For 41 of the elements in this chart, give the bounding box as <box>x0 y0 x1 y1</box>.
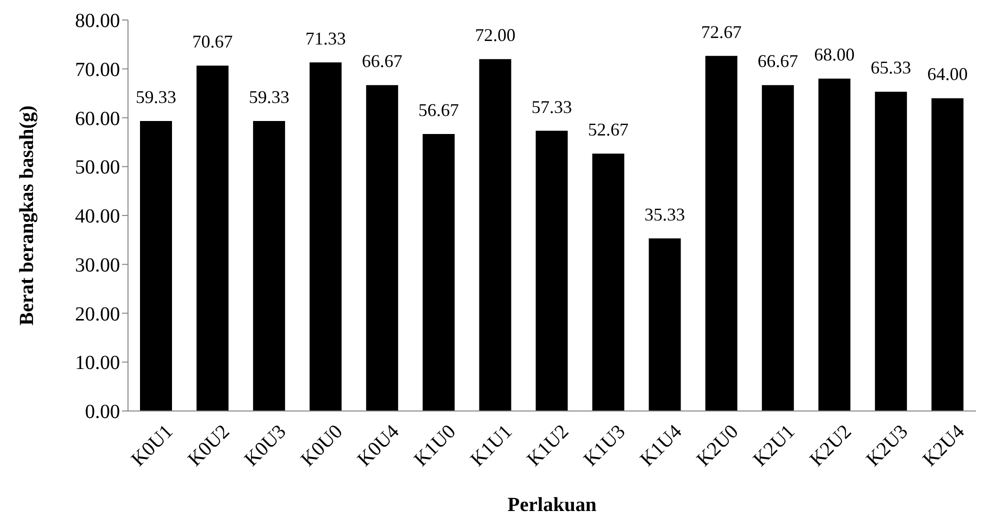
data-label: 52.67 <box>588 120 629 140</box>
bar <box>196 66 229 411</box>
bar <box>762 85 794 411</box>
data-label: 57.33 <box>531 96 572 117</box>
data-label: 66.67 <box>362 51 402 72</box>
data-label: 71.33 <box>305 28 346 48</box>
bar <box>592 154 624 411</box>
data-label: 59.33 <box>136 87 176 108</box>
y-tick-label: 60.00 <box>75 108 120 130</box>
data-label: 35.33 <box>644 204 686 224</box>
bar <box>536 130 568 411</box>
bar <box>140 121 172 411</box>
bar <box>931 98 964 411</box>
data-label: 70.67 <box>192 32 233 52</box>
bar <box>422 134 455 411</box>
y-tick-label: 80.00 <box>75 10 120 32</box>
y-tick-label: 70.00 <box>75 58 120 81</box>
x-axis-title: Perlakuan <box>508 494 596 516</box>
bar <box>253 121 286 411</box>
y-tick-label: 30.00 <box>75 254 120 276</box>
data-label: 72.00 <box>474 25 516 46</box>
data-label: 68.00 <box>814 44 855 65</box>
bar <box>366 85 398 411</box>
data-label: 72.67 <box>701 22 742 42</box>
y-axis-title: Berat berangkas basah(g) <box>16 105 38 326</box>
data-label: 59.33 <box>248 87 290 108</box>
bar <box>705 56 738 411</box>
data-label: 65.33 <box>870 58 912 78</box>
bar <box>818 78 850 411</box>
y-tick-label: 20.00 <box>75 303 120 326</box>
y-tick-label: 0.00 <box>85 401 120 424</box>
bar <box>648 238 681 411</box>
bar <box>310 62 342 411</box>
bar <box>479 59 512 411</box>
bar <box>874 92 907 411</box>
data-label: 56.67 <box>418 100 459 120</box>
data-label: 64.00 <box>927 64 968 84</box>
y-tick-label: 40.00 <box>75 206 120 228</box>
y-tick-label: 10.00 <box>75 352 120 374</box>
y-tick-label: 50.00 <box>75 156 120 179</box>
data-label: 66.67 <box>758 51 798 72</box>
